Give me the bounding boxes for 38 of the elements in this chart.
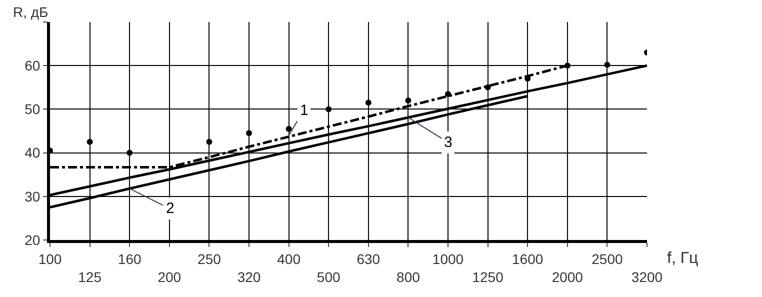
- x-tick-label: 100: [38, 250, 62, 267]
- point: [326, 106, 332, 112]
- point: [246, 130, 252, 136]
- x-tick-label: 1250: [472, 269, 504, 285]
- point: [484, 84, 491, 90]
- x-tick-label: 125: [78, 269, 102, 285]
- x-tick-label: 2000: [552, 269, 584, 285]
- point: [564, 62, 570, 69]
- point: [206, 138, 212, 145]
- point: [86, 138, 93, 145]
- x-tick-label: 630: [356, 250, 380, 267]
- point: [126, 150, 133, 156]
- y-tick-label: 20: [24, 232, 40, 248]
- point: [365, 100, 372, 106]
- x-tick-label: 320: [237, 269, 261, 285]
- annotation: 2: [166, 200, 174, 217]
- annotation: 1: [300, 102, 308, 119]
- x-tick-label: 1000: [432, 250, 464, 267]
- x-tick-label: 800: [396, 269, 420, 285]
- x-tick-label: 400: [277, 250, 301, 267]
- point: [405, 97, 412, 104]
- point: [604, 62, 610, 68]
- y-tick-label: 30: [24, 188, 40, 204]
- point: [445, 90, 451, 97]
- y-tick-label: 40: [24, 144, 40, 161]
- x-tick-label: 500: [316, 269, 340, 285]
- x-tick-label: 200: [158, 269, 182, 285]
- x-axis-title: f, Гц: [667, 250, 698, 267]
- annotation: 3: [444, 134, 452, 151]
- y-tick-label: 60: [24, 58, 40, 74]
- x-tick-label: 250: [198, 250, 222, 267]
- x-tick-label: 160: [118, 250, 142, 267]
- y-axis-title: R, дБ: [13, 4, 48, 20]
- point: [286, 126, 292, 132]
- x-tick-label: 1600: [512, 250, 544, 267]
- x-tick-label: 3200: [631, 269, 663, 285]
- x-tick-label: 2500: [592, 250, 623, 267]
- y-tick-label: 50: [24, 101, 40, 118]
